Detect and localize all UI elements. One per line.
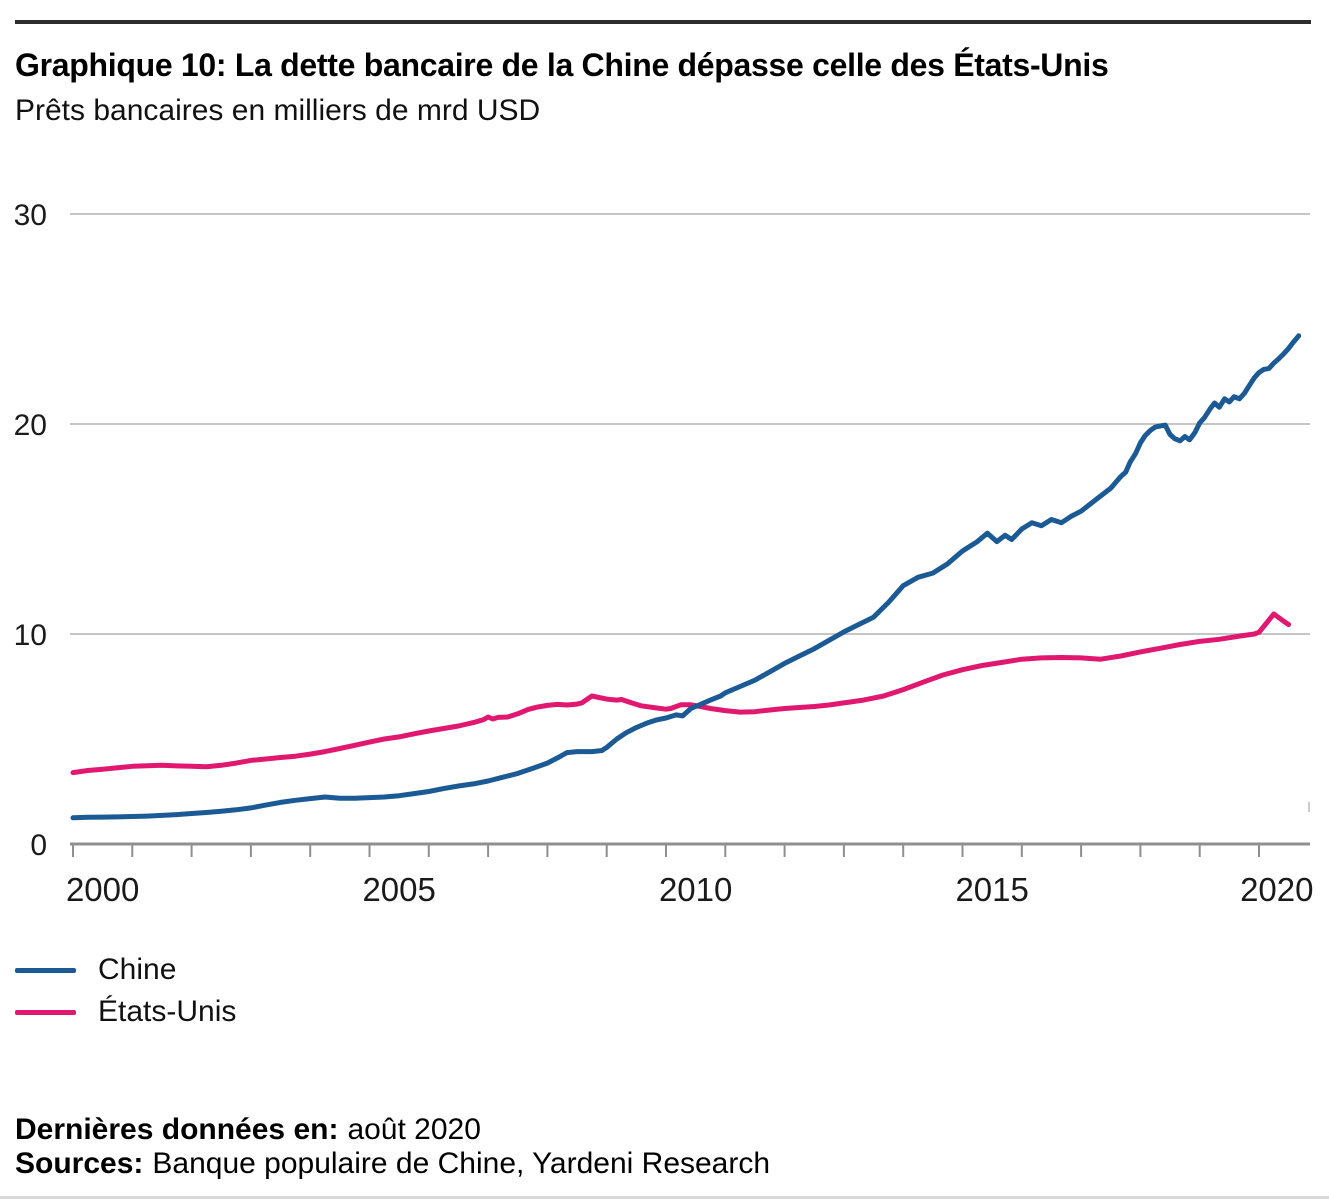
x-axis-label-2000: 2000 bbox=[66, 871, 139, 908]
y-axis-label-20: 20 bbox=[14, 409, 47, 442]
chine-line-swatch bbox=[15, 967, 76, 973]
top-rule bbox=[15, 20, 1311, 24]
legend-label-etats-unis: États-Unis bbox=[98, 995, 237, 1028]
bottom-rule bbox=[0, 1196, 1329, 1199]
x-axis-label-2020: 2020 bbox=[1240, 871, 1313, 908]
etats-unis-line bbox=[70, 611, 1292, 776]
x-axis-label-2010: 2010 bbox=[659, 871, 732, 908]
etats-unis-line-swatch bbox=[15, 1009, 76, 1015]
chart-title: Graphique 10: La dette bancaire de la Ch… bbox=[15, 47, 1109, 83]
sources-label: Sources: bbox=[15, 1147, 144, 1180]
sources-value: Banque populaire de Chine, Yardeni Resea… bbox=[152, 1147, 771, 1180]
last-data-value: août 2020 bbox=[347, 1113, 481, 1146]
legend: Chine États-Unis bbox=[15, 949, 236, 1033]
last-data-line: Dernières données en: août 2020 bbox=[15, 1113, 770, 1147]
sources-line: Sources: Banque populaire de Chine, Yarde… bbox=[15, 1147, 770, 1181]
legend-item-chine: Chine bbox=[15, 949, 236, 991]
x-axis-label-2005: 2005 bbox=[362, 871, 435, 908]
y-axis-label-30: 30 bbox=[14, 199, 47, 232]
footer: Dernières données en: août 2020 Sources: B… bbox=[15, 1113, 770, 1181]
last-data-label: Dernières données en: bbox=[15, 1113, 339, 1146]
chine-line bbox=[70, 333, 1302, 821]
legend-label-chine: Chine bbox=[98, 953, 177, 986]
y-axis-label-0: 0 bbox=[30, 829, 47, 862]
x-axis-label-2015: 2015 bbox=[955, 871, 1028, 908]
y-axis-label-10: 10 bbox=[14, 619, 47, 652]
chart-subtitle: Prêts bancaires en milliers de mrd USD bbox=[15, 94, 541, 127]
legend-item-etats-unis: États-Unis bbox=[15, 991, 236, 1033]
